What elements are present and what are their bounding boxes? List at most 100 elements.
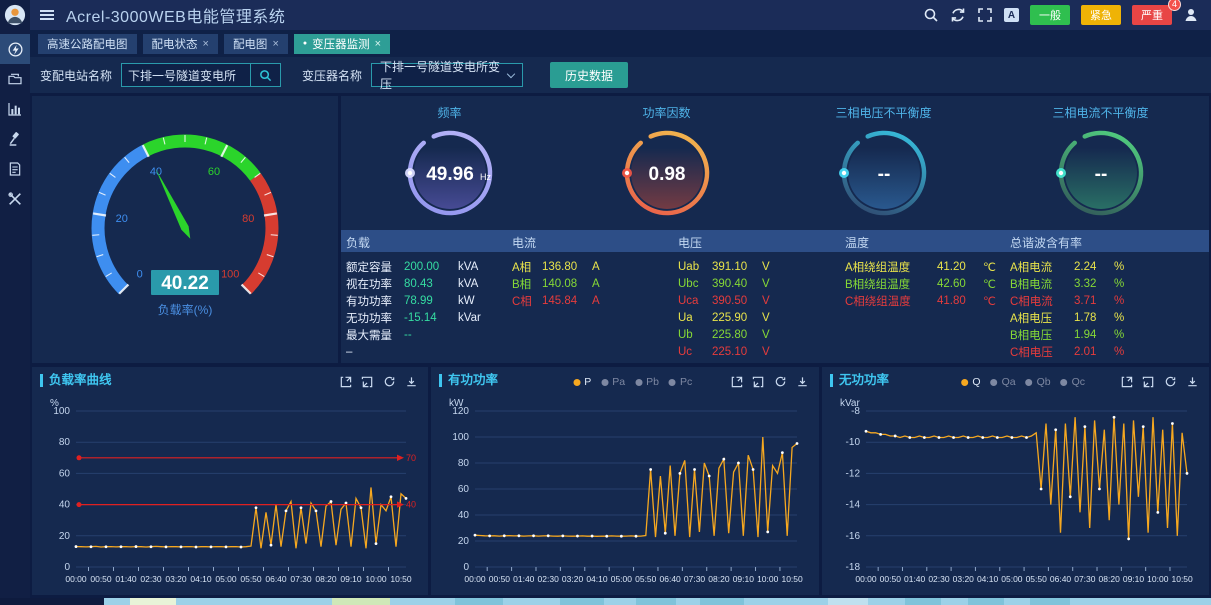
station-search-button[interactable] xyxy=(250,64,281,86)
svg-text:05:50: 05:50 xyxy=(1026,574,1048,584)
svg-text:00:00: 00:00 xyxy=(65,574,87,584)
table-body: 额定容量 200.00 kVA 视在功率 80.43 kVA 有功功率 78.99 kW 无功功率… xyxy=(341,254,1209,363)
legend-item-Q[interactable]: Q xyxy=(961,376,981,388)
row-label: A相 xyxy=(512,261,532,274)
taskbar-item[interactable] xyxy=(1030,598,1070,605)
row-label: 有功功率 xyxy=(346,295,392,308)
sidebar-item-statistics[interactable] xyxy=(0,94,30,124)
sidebar-item-reports[interactable] xyxy=(0,154,30,184)
legend-label: Q xyxy=(972,376,981,388)
tab-变压器监测[interactable]: ● 变压器监测 × xyxy=(293,33,391,54)
row-unit: kW xyxy=(458,294,475,307)
svg-text:10:50: 10:50 xyxy=(781,574,803,584)
legend-dot xyxy=(990,378,998,386)
row-value: 200.00 xyxy=(404,260,440,273)
taskbar-item[interactable] xyxy=(560,598,604,605)
station-input-group xyxy=(121,63,282,87)
row-value: 1.94 xyxy=(1074,328,1097,341)
legend-item-Qc[interactable]: Qc xyxy=(1060,376,1085,388)
table-row: 视在功率 80.43 kVA xyxy=(346,275,481,292)
alarm-badge-一般[interactable]: 一般 xyxy=(1030,5,1070,25)
tab-配电状态[interactable]: 配电状态 × xyxy=(142,33,218,54)
menu-toggle-icon[interactable] xyxy=(40,10,54,20)
row-value: 2.24 xyxy=(1074,260,1097,273)
legend-item-Pc[interactable]: Pc xyxy=(668,376,693,388)
tab-label: 高速公路配电图 xyxy=(47,38,128,51)
table-row: C相电压 2.01% xyxy=(1010,343,1124,360)
tab-配电图[interactable]: 配电图 × xyxy=(223,33,288,54)
alarm-badge-紧急[interactable]: 紧急 xyxy=(1081,5,1121,25)
table-row: – xyxy=(346,343,481,360)
table-row: B相 140.08 A xyxy=(512,275,600,292)
svg-text:06:40: 06:40 xyxy=(265,574,287,584)
toolbox-datazoom-icon[interactable] xyxy=(730,375,743,388)
taskbar-item[interactable] xyxy=(905,598,941,605)
svg-text:04:10: 04:10 xyxy=(586,574,608,584)
table-row: 有功功率 78.99 kW xyxy=(346,292,481,309)
row-unit: kVA xyxy=(458,277,479,290)
language-icon[interactable]: A xyxy=(1004,8,1019,22)
history-data-button[interactable]: 历史数据 xyxy=(550,62,629,88)
taskbar-item[interactable] xyxy=(636,598,676,605)
legend-dot xyxy=(668,378,676,386)
power-circle-icon xyxy=(7,41,23,57)
toolbox-restore-icon[interactable] xyxy=(752,375,765,388)
tab-高速公路配电图[interactable]: 高速公路配电图 xyxy=(38,33,137,54)
chart-plot-area: 100 80 60 40 20 0% 00:00 00:50 01:40 02:30 03:20 04… xyxy=(36,397,424,593)
toolbox-refresh-icon[interactable] xyxy=(383,375,396,388)
toolbox-download-icon[interactable] xyxy=(796,375,809,388)
row-value: -- xyxy=(404,328,412,341)
legend-item-Pa[interactable]: Pa xyxy=(601,376,625,388)
row-label: Uca xyxy=(678,294,699,307)
toolbox-restore-icon[interactable] xyxy=(1142,375,1155,388)
taskbar-item[interactable] xyxy=(700,598,744,605)
svg-text:100: 100 xyxy=(53,406,70,417)
toolbox-refresh-icon[interactable] xyxy=(774,375,787,388)
tab-close-icon[interactable]: × xyxy=(374,37,382,50)
sidebar-item-alarm[interactable] xyxy=(0,124,30,154)
row-label: C相电流 xyxy=(1010,295,1053,308)
taskbar-item[interactable] xyxy=(828,598,868,605)
sidebar-item-maintenance[interactable] xyxy=(0,184,30,214)
svg-text:-16: -16 xyxy=(846,531,861,542)
toolbox-datazoom-icon[interactable] xyxy=(339,375,352,388)
sidebar-item-archives[interactable] xyxy=(0,64,30,94)
svg-text:10:00: 10:00 xyxy=(365,574,387,584)
row-value: 391.10 xyxy=(712,260,748,273)
toolbox-refresh-icon[interactable] xyxy=(1164,375,1177,388)
tab-close-icon[interactable]: × xyxy=(272,37,279,50)
tab-close-icon[interactable]: × xyxy=(202,37,209,50)
row-value: 41.80 xyxy=(937,294,966,307)
toolbox-download-icon[interactable] xyxy=(405,375,418,388)
user-avatar[interactable] xyxy=(4,4,26,26)
fullscreen-icon[interactable] xyxy=(977,7,993,23)
toolbox-download-icon[interactable] xyxy=(1186,375,1199,388)
taskbar-item[interactable] xyxy=(130,598,176,605)
search-icon[interactable] xyxy=(923,7,939,23)
taskbar-item[interactable] xyxy=(332,598,390,605)
table-row: C相 145.84 A xyxy=(512,292,600,309)
transformer-select[interactable]: 下排一号隧道变电所变压 xyxy=(371,60,524,91)
legend-item-P[interactable]: P xyxy=(573,376,591,388)
table-row: A相 136.80 A xyxy=(512,258,600,275)
refresh-icon[interactable] xyxy=(950,7,966,23)
table-row: Ua 225.90 V xyxy=(678,309,770,326)
station-name-input[interactable] xyxy=(122,64,251,86)
user-icon[interactable] xyxy=(1183,7,1199,23)
toolbox-restore-icon[interactable] xyxy=(361,375,374,388)
legend-item-Pb[interactable]: Pb xyxy=(635,376,659,388)
legend-dot xyxy=(601,378,609,386)
alarm-badge-严重[interactable]: 严重 4 xyxy=(1132,0,1181,25)
taskbar-item[interactable] xyxy=(968,598,1004,605)
sidebar-item-power-monitoring[interactable] xyxy=(0,34,30,64)
svg-text:120: 120 xyxy=(452,406,469,417)
svg-text:02:30: 02:30 xyxy=(140,574,162,584)
legend-item-Qb[interactable]: Qb xyxy=(1025,376,1051,388)
toolbox-datazoom-icon[interactable] xyxy=(1120,375,1133,388)
alarm-count-bubble: 4 xyxy=(1167,0,1181,11)
svg-text:07:30: 07:30 xyxy=(684,574,706,584)
os-taskbar[interactable] xyxy=(0,598,1211,605)
legend-item-Qa[interactable]: Qa xyxy=(990,376,1016,388)
legend-label: Pc xyxy=(679,376,693,388)
taskbar-item[interactable] xyxy=(455,598,503,605)
